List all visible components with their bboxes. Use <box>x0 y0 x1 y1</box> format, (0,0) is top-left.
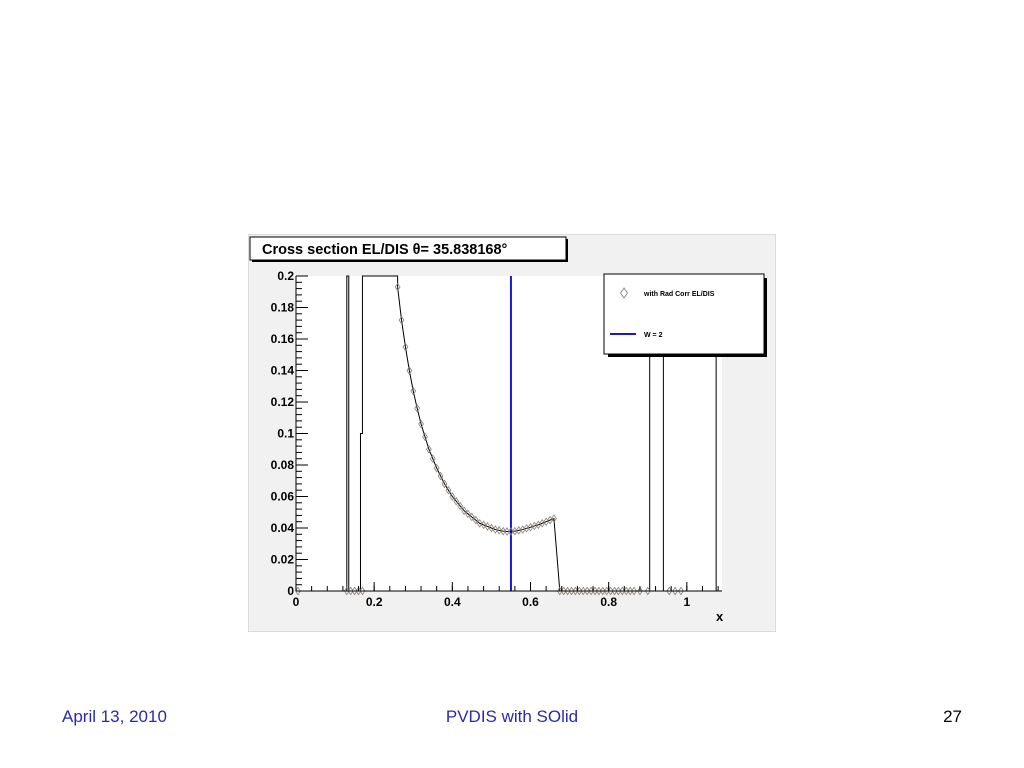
data-point-diamond <box>449 492 456 501</box>
data-point-diamond <box>584 586 591 596</box>
y-tick-label: 0.02 <box>271 553 295 567</box>
data-point-diamond <box>631 586 637 596</box>
footer-title: PVDIS with SOlid <box>445 707 579 726</box>
data-point-diamond <box>429 454 436 464</box>
marker-layer <box>295 282 684 596</box>
legend-label-rad-corr: with Rad Corr EL/DIS <box>643 291 715 298</box>
data-point-diamond <box>596 586 602 596</box>
legend-shadow-right <box>764 278 767 357</box>
x-tick-label: 0.6 <box>522 595 539 609</box>
legend-box <box>603 273 765 355</box>
data-point-diamond <box>637 586 643 596</box>
data-point-diamond <box>500 526 507 536</box>
ratio-curve-line <box>296 275 717 592</box>
x-axis-label: x <box>716 609 724 624</box>
y-tick-label: 0.06 <box>271 490 295 504</box>
data-point-diamond <box>453 496 460 506</box>
data-point-diamond <box>476 518 483 528</box>
page-number: 27 <box>943 707 962 726</box>
data-point-diamond <box>615 586 622 596</box>
data-point-diamond <box>492 525 499 534</box>
legend-diamond-icon <box>619 287 629 299</box>
data-point-diamond <box>678 586 684 596</box>
data-point-diamond <box>441 479 448 489</box>
x-tick-label: 0 <box>293 595 300 609</box>
data-point-diamond <box>508 527 514 536</box>
tick-layer: 0 0.2 0.4 0.6 0.8 1 0 0.02 0.04 0.06 0.08 0.1 0.12 0.… <box>271 269 719 609</box>
data-point-diamond <box>461 506 467 515</box>
legend-label-w2: W = 2 <box>644 332 663 339</box>
data-point-diamond <box>414 403 421 413</box>
data-point-diamond <box>422 432 428 441</box>
data-point-diamond <box>644 586 651 596</box>
data-point-diamond <box>611 586 618 596</box>
y-tick-label: 0.16 <box>271 332 295 346</box>
data-point-diamond <box>418 419 424 429</box>
legend-shadow-bottom <box>608 354 767 357</box>
data-point-diamond <box>426 444 432 454</box>
data-point-diamond <box>351 586 358 596</box>
y-tick-label: 0.08 <box>271 458 295 472</box>
y-tick-label: 0.18 <box>271 301 295 315</box>
data-point-diamond <box>437 471 444 481</box>
curve-layer <box>296 275 717 592</box>
data-point-diamond <box>359 586 366 596</box>
data-point-diamond <box>580 586 587 596</box>
data-point-diamond <box>564 586 571 596</box>
chart-title: Cross section EL/DIS θ= 35.838168° <box>262 242 508 258</box>
data-point-diamond <box>355 586 362 596</box>
data-point-diamond <box>347 586 354 596</box>
data-point-diamond <box>433 463 440 473</box>
data-point-diamond <box>488 523 495 533</box>
data-point-diamond <box>484 522 491 531</box>
data-point-diamond <box>599 586 606 596</box>
y-tick-label: 0.1 <box>277 427 294 441</box>
data-point-diamond <box>457 501 464 511</box>
title-box-shadow-bottom <box>252 260 568 262</box>
y-tick-label: 0.12 <box>271 395 295 409</box>
data-point-diamond <box>402 342 409 352</box>
data-point-diamond <box>468 512 475 522</box>
title-box-shadow <box>566 239 568 262</box>
y-tick-label: 0.2 <box>277 269 294 283</box>
data-point-diamond <box>394 282 401 292</box>
data-point-diamond <box>343 586 350 596</box>
data-point-diamond <box>480 520 487 530</box>
data-point-diamond <box>496 526 503 535</box>
x-tick-label: 0.4 <box>444 595 461 609</box>
x-tick-label: 0.8 <box>600 595 617 609</box>
data-point-diamond <box>410 386 417 396</box>
data-point-diamond <box>406 366 413 375</box>
chart-canvas: 0 0.2 0.4 0.6 0.8 1 0 0.02 0.04 0.06 0.08 0.1 0.12 0.… <box>248 234 776 632</box>
data-point-diamond <box>504 527 510 536</box>
x-tick-label: 1 <box>683 595 690 609</box>
chart-svg: 0 0.2 0.4 0.6 0.8 1 0 0.02 0.04 0.06 0.08 0.1 0.12 0.… <box>248 234 776 632</box>
data-point-diamond <box>465 509 471 519</box>
legend-entry-w2: W = 2 <box>610 332 663 339</box>
x-tick-label: 0.2 <box>366 595 383 609</box>
data-point-diamond <box>472 515 479 525</box>
data-point-diamond <box>398 315 405 325</box>
y-tick-label: 0.04 <box>271 521 295 535</box>
data-point-diamond <box>551 514 557 523</box>
legend-entry-rad-corr: with Rad Corr EL/DIS <box>619 287 715 299</box>
data-point-diamond <box>445 485 452 495</box>
data-point-diamond <box>627 586 634 596</box>
y-tick-label: 0 <box>287 584 294 598</box>
data-point-diamond <box>568 586 575 596</box>
y-tick-label: 0.14 <box>271 364 295 378</box>
footer-date: April 13, 2010 <box>62 707 167 726</box>
data-point-diamond <box>672 586 678 596</box>
